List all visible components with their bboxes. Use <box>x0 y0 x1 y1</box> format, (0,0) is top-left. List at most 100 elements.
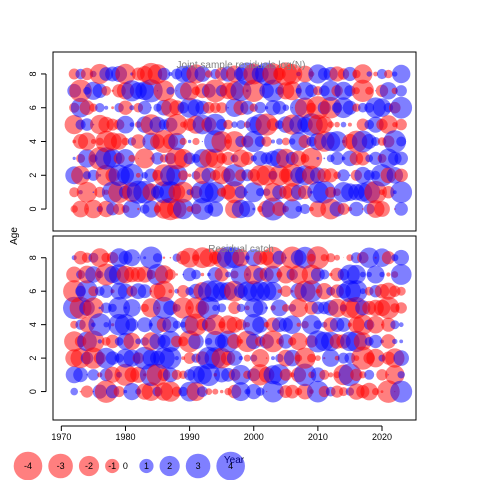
residual-bubble <box>393 249 410 266</box>
residual-bubble <box>296 322 301 327</box>
legend-label: 0 <box>123 461 128 471</box>
residual-bubble <box>342 66 357 82</box>
residual-bubble <box>197 386 208 397</box>
x-tick-label: 2000 <box>244 432 264 442</box>
residual-bubble <box>220 389 224 394</box>
residual-bubble <box>331 385 344 398</box>
residual-bubble <box>261 136 272 147</box>
residual-bubble <box>137 257 139 259</box>
residual-bubble <box>238 355 244 361</box>
residual-bubble <box>160 381 181 402</box>
residual-bubble <box>394 151 409 166</box>
residual-bubble <box>200 272 205 277</box>
residual-bubble <box>137 100 152 115</box>
residual-bubble <box>371 137 381 146</box>
residual-bubble <box>201 140 203 143</box>
residual-bubble <box>307 353 316 363</box>
residual-bubble <box>98 306 102 310</box>
residual-bubble <box>256 188 265 197</box>
legend-bubble <box>48 453 73 479</box>
residual-bubble <box>174 356 179 361</box>
residual-bubble <box>70 387 78 396</box>
residual-bubble <box>116 115 135 134</box>
residual-bubble <box>347 122 352 127</box>
residual-bubble <box>171 369 182 380</box>
residual-bubble <box>350 368 363 381</box>
residual-bubble <box>194 66 211 82</box>
residual-bubble <box>336 317 351 332</box>
residual-bubble <box>72 200 89 218</box>
residual-bubble <box>360 382 379 401</box>
residual-bubble <box>78 132 96 151</box>
y-tick-label: 0 <box>28 207 38 212</box>
residual-bubble <box>95 103 105 113</box>
residual-bubble <box>89 103 98 112</box>
residual-bubble <box>337 169 350 182</box>
residual-bubble <box>168 289 173 294</box>
residual-bubble <box>390 96 413 119</box>
residual-bubble <box>395 302 407 314</box>
residual-bubble <box>246 384 262 400</box>
residual-bubble <box>330 151 344 165</box>
residual-bubble <box>374 201 390 217</box>
residual-bubble <box>334 121 340 128</box>
residual-bubble <box>105 351 120 365</box>
y-tick-label: 0 <box>28 389 38 394</box>
legend-bubble <box>159 455 180 477</box>
residual-bubble <box>271 139 275 144</box>
residual-bubble <box>121 137 130 146</box>
residual-bubble <box>162 316 179 333</box>
residual-bubble <box>372 98 392 117</box>
residual-bubble <box>389 285 401 297</box>
residual-bubble <box>379 115 398 134</box>
residual-bubble <box>381 251 395 265</box>
residual-bubble <box>355 151 370 166</box>
residual-bubble <box>385 365 405 385</box>
residual-bubble <box>165 269 176 280</box>
residual-bubble <box>272 100 287 115</box>
residual-bubble <box>166 164 188 186</box>
residual-bubble <box>226 350 243 366</box>
size-legend: -4 -3 -2 -1 0 1 2 3 4 <box>13 451 245 480</box>
legend-label: -2 <box>85 461 93 471</box>
residual-bubble <box>396 286 406 296</box>
residual-bubble <box>282 199 303 219</box>
x-axis: 1970 1980 1990 2000 2010 2020 <box>51 425 392 442</box>
residual-bubble <box>263 281 283 301</box>
residual-bubble <box>276 138 283 145</box>
bubble-layer <box>62 246 413 403</box>
residual-bubble <box>139 246 163 269</box>
residual-bubble <box>80 67 94 81</box>
residual-bubble <box>153 80 175 102</box>
residual-bubble <box>319 269 330 280</box>
residual-bubble <box>369 151 383 165</box>
residual-bubble <box>366 265 385 284</box>
residual-bubble <box>79 100 95 116</box>
residual-bubble <box>173 198 194 220</box>
residual-bubble <box>289 332 308 351</box>
x-tick-label: 2020 <box>372 432 392 442</box>
residual-bubble <box>151 152 164 165</box>
residual-bubble <box>320 254 328 262</box>
residual-bubble <box>285 384 300 399</box>
residual-bubble <box>227 307 229 309</box>
residual-bubble <box>217 303 227 313</box>
residual-bubble <box>135 338 142 345</box>
y-tick-label: 6 <box>28 105 38 110</box>
residual-bubble <box>396 136 407 147</box>
residual-bubble <box>113 386 125 398</box>
x-tick-label: 2010 <box>308 432 328 442</box>
residual-bubble <box>97 339 103 344</box>
residual-bubble <box>108 296 131 319</box>
residual-bubble <box>168 71 173 77</box>
residual-bubble <box>381 334 396 349</box>
residual-bubble <box>312 180 336 204</box>
residual-bubble <box>123 249 141 267</box>
residual-bubble <box>326 131 348 152</box>
residual-bubble <box>321 349 340 367</box>
residual-bubble <box>265 306 268 310</box>
residual-bubble <box>282 104 290 111</box>
residual-bubble <box>337 203 350 215</box>
residual-bubble <box>76 181 98 203</box>
residual-bubble <box>128 154 136 162</box>
